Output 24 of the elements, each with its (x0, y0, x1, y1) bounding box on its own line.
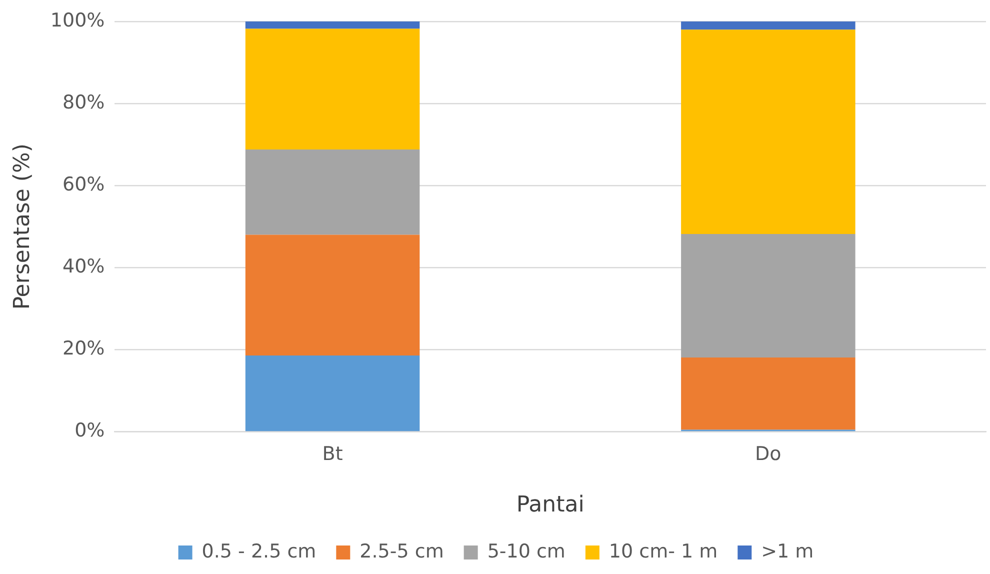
y-tick-label: 100% (50, 9, 105, 32)
y-tick-label: 20% (62, 338, 105, 360)
y-tick-label: 60% (62, 173, 105, 196)
x-tick-label: Bt (322, 443, 343, 466)
y-tick-label: 40% (62, 256, 105, 278)
x-tick-label: Do (755, 443, 782, 466)
bar (245, 355, 420, 432)
legend-label: >1 m (761, 540, 814, 562)
bar (245, 21, 420, 29)
y-tick-label: 80% (62, 91, 105, 114)
bar (681, 21, 856, 30)
bar (681, 358, 856, 430)
bar (681, 234, 856, 358)
legend-label: 5-10 cm (487, 540, 566, 562)
y-tick-label: 0% (74, 420, 105, 442)
x-axis-title: Pantai (516, 492, 584, 518)
bar (245, 149, 420, 235)
legend-label: 2.5-5 cm (360, 540, 444, 562)
bar (245, 234, 420, 356)
legend-label: 10 cm- 1 m (608, 540, 718, 562)
bar (245, 28, 420, 150)
bar (681, 30, 856, 234)
y-axis-title: Persentase (%) (10, 144, 35, 310)
legend-label: 0.5 - 2.5 cm (202, 540, 316, 562)
